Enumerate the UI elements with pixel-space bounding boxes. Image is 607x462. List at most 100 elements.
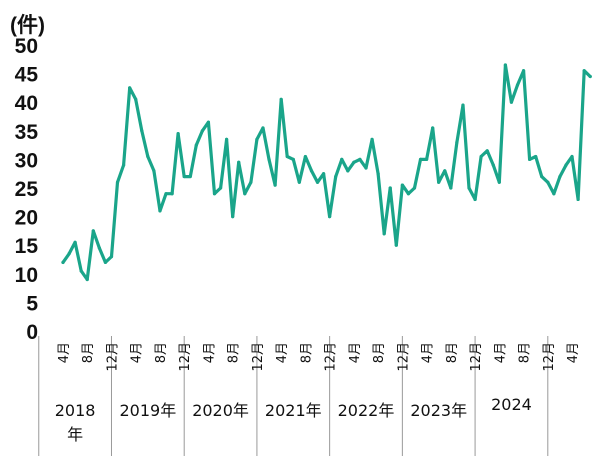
y-axis-ticks: 0 5 10 15 20 25 30 35 40 45 50 bbox=[15, 35, 39, 344]
data-point bbox=[534, 154, 538, 159]
data-point bbox=[582, 69, 586, 73]
y-tick-label: 10 bbox=[15, 264, 38, 287]
y-axis-unit-label: (件) bbox=[10, 14, 45, 37]
data-point bbox=[206, 120, 211, 124]
data-point bbox=[79, 269, 83, 273]
data-point bbox=[588, 74, 592, 79]
data-point bbox=[218, 186, 223, 190]
year-label: 2023年 bbox=[410, 401, 467, 420]
data-point bbox=[576, 197, 580, 202]
x-tick-label: 4月 bbox=[202, 342, 217, 363]
data-point bbox=[546, 180, 550, 184]
data-point bbox=[200, 129, 204, 133]
data-point bbox=[412, 186, 417, 190]
data-point bbox=[540, 174, 544, 179]
data-point bbox=[328, 215, 332, 219]
data-point bbox=[449, 186, 453, 190]
data-point bbox=[431, 126, 435, 130]
data-point bbox=[103, 260, 108, 264]
y-tick-label: 5 bbox=[26, 292, 38, 315]
data-point bbox=[297, 180, 301, 184]
y-tick-label: 0 bbox=[26, 321, 38, 344]
data-point bbox=[340, 157, 344, 161]
data-point bbox=[370, 137, 374, 141]
data-point bbox=[255, 137, 259, 141]
data-point bbox=[176, 132, 180, 136]
data-point bbox=[400, 183, 404, 187]
data-point bbox=[122, 163, 126, 167]
data-point bbox=[558, 174, 562, 179]
data-point bbox=[473, 197, 477, 202]
data-point bbox=[394, 243, 398, 247]
year-label: 2022年 bbox=[338, 401, 395, 420]
data-point bbox=[158, 209, 162, 213]
data-point bbox=[406, 192, 411, 196]
data-point bbox=[91, 229, 95, 233]
data-point bbox=[134, 97, 138, 101]
data-point bbox=[231, 215, 235, 219]
data-point bbox=[182, 174, 186, 179]
data-point bbox=[97, 246, 101, 250]
data-point bbox=[364, 166, 368, 170]
data-point bbox=[515, 83, 520, 87]
data-point bbox=[467, 186, 471, 190]
x-tick-label: 12月 bbox=[178, 342, 193, 372]
data-point bbox=[109, 255, 114, 259]
x-tick-label: 8月 bbox=[81, 342, 96, 363]
data-point bbox=[437, 180, 441, 184]
y-tick-label: 40 bbox=[15, 92, 38, 115]
data-point bbox=[225, 137, 229, 141]
y-tick-label: 35 bbox=[15, 121, 39, 144]
x-tick-label: 12月 bbox=[251, 342, 266, 372]
data-point bbox=[461, 103, 465, 107]
data-point bbox=[443, 169, 447, 173]
data-point bbox=[279, 97, 283, 101]
year-label: 2021年 bbox=[265, 401, 322, 420]
year-label: 2018 年 bbox=[55, 401, 96, 444]
data-point bbox=[334, 174, 338, 179]
data-point bbox=[285, 154, 289, 159]
year-label: 2024 bbox=[491, 395, 532, 414]
series-line bbox=[61, 63, 592, 282]
data-point bbox=[321, 172, 326, 176]
data-point bbox=[140, 129, 144, 133]
y-tick-label: 50 bbox=[15, 35, 38, 58]
data-point bbox=[61, 260, 65, 264]
x-tick-label: 4月 bbox=[275, 342, 290, 363]
data-point bbox=[382, 232, 386, 236]
data-point bbox=[352, 160, 356, 164]
x-tick-label: 8月 bbox=[227, 342, 242, 363]
data-point bbox=[346, 169, 350, 173]
data-point bbox=[376, 172, 380, 176]
data-point bbox=[491, 163, 495, 167]
data-point bbox=[309, 169, 314, 173]
x-tick-label: 4月 bbox=[348, 342, 363, 363]
x-tick-label: 4月 bbox=[57, 342, 72, 363]
data-point bbox=[291, 157, 295, 161]
data-point bbox=[146, 154, 150, 159]
x-tick-label: 8月 bbox=[154, 342, 169, 363]
year-label: 2019年 bbox=[119, 401, 176, 420]
x-tick-label: 4月 bbox=[493, 342, 508, 363]
x-tick-label: 8月 bbox=[518, 342, 533, 363]
data-point bbox=[509, 100, 514, 104]
data-point bbox=[564, 163, 568, 167]
data-point bbox=[455, 140, 459, 144]
data-point bbox=[570, 154, 574, 159]
y-tick-label: 20 bbox=[15, 207, 38, 230]
data-point bbox=[503, 63, 507, 67]
data-point bbox=[418, 157, 423, 161]
data-point bbox=[497, 180, 501, 184]
data-point bbox=[479, 154, 483, 159]
y-tick-label: 45 bbox=[15, 64, 39, 87]
data-point bbox=[425, 157, 429, 161]
data-point bbox=[249, 180, 253, 184]
data-point bbox=[552, 192, 556, 196]
data-point bbox=[243, 192, 247, 196]
data-point bbox=[267, 157, 271, 161]
data-point bbox=[73, 240, 77, 244]
x-tick-label: 12月 bbox=[542, 342, 557, 372]
x-axis: 4月 8月 12月 4月 8月 12月 4月 8月 12月 4月 8月 12月 4月 8月 12月 4月 8月 1… bbox=[38, 336, 581, 456]
data-point bbox=[164, 192, 168, 196]
data-point bbox=[188, 174, 192, 179]
